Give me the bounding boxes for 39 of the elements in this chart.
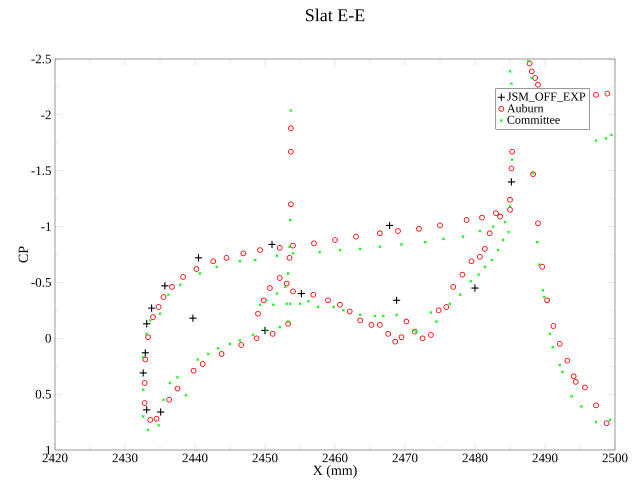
point <box>268 240 276 249</box>
point <box>470 284 480 292</box>
point <box>297 289 306 298</box>
y-tick-label: -0.5 <box>31 278 51 287</box>
legend-label: Committee <box>507 116 560 124</box>
x-tick-label: 2480 <box>462 454 488 462</box>
point <box>142 320 151 328</box>
y-tick-label: 0 <box>45 334 51 343</box>
y-tick-label: -2 <box>41 110 51 120</box>
point <box>141 348 150 357</box>
x-tick-label: 2490 <box>532 454 558 462</box>
point <box>260 326 270 335</box>
legend-label: Auburn <box>507 104 544 112</box>
point <box>156 408 165 416</box>
x-tick-label: 2440 <box>182 454 208 462</box>
point <box>147 304 156 312</box>
point <box>385 221 394 230</box>
y-tick-label: -2.5 <box>31 54 51 64</box>
legend-label: JSM_OFF_EXP <box>507 92 586 102</box>
point <box>160 282 170 290</box>
x-axis-title: X (mm) <box>312 465 357 478</box>
point <box>188 314 198 322</box>
y-tick-label: 0.5 <box>36 390 51 399</box>
x-tick-label: 2500 <box>602 454 628 462</box>
point <box>507 178 516 186</box>
point <box>194 254 203 262</box>
y-tick-label: 1 <box>46 446 51 454</box>
x-tick-label: 2450 <box>252 454 278 462</box>
x-tick-label: 2430 <box>112 454 138 462</box>
y-axis-title: CP <box>18 246 28 262</box>
x-tick-label: 2420 <box>42 454 68 462</box>
y-tick-label: -1 <box>41 222 51 231</box>
y-tick-label: -1.5 <box>31 166 51 176</box>
chart-title: Slat E-E <box>306 8 364 22</box>
x-tick-label: 2460 <box>322 454 348 462</box>
point <box>392 296 401 304</box>
point <box>142 406 151 414</box>
point <box>139 368 148 378</box>
x-tick-label: 2470 <box>392 454 418 462</box>
